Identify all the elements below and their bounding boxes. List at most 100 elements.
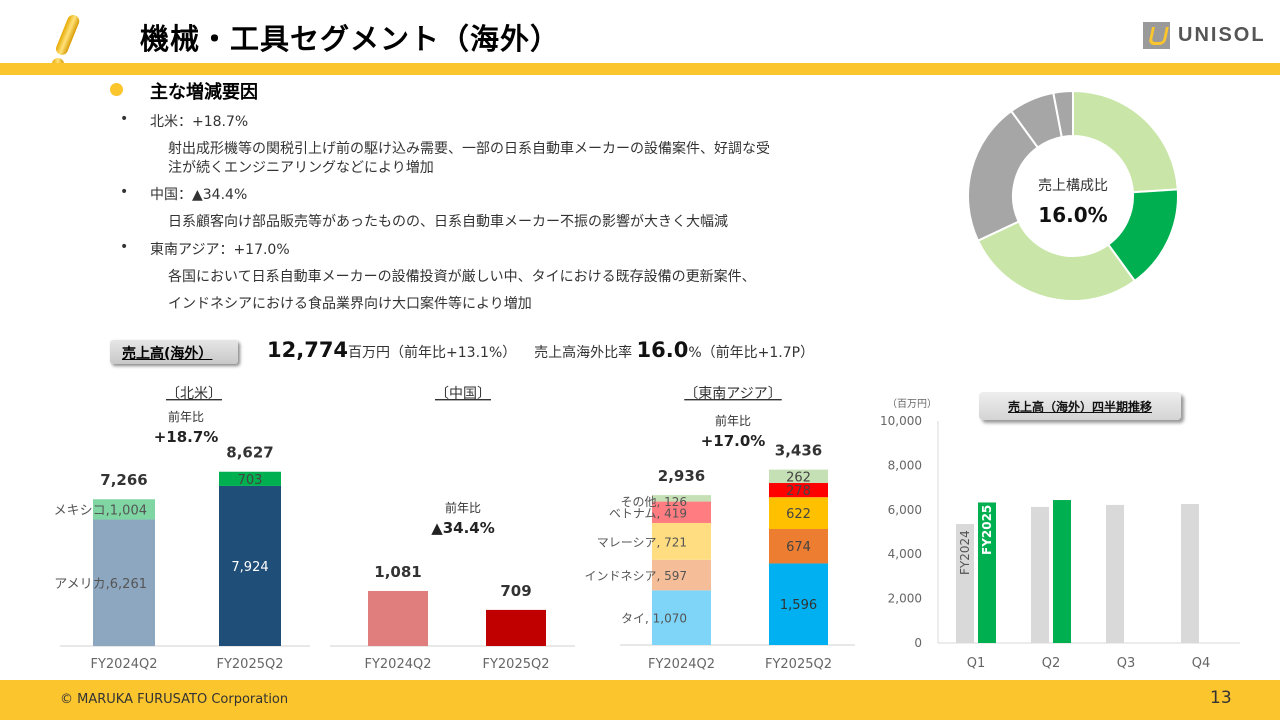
data-label: アメリカ,6,261 (54, 577, 147, 592)
x-tick-label: FY2025Q2 (765, 657, 832, 672)
x-tick-label: FY2024Q2 (90, 657, 157, 672)
y-tick-label: 6,000 (888, 503, 922, 517)
bar-segment (93, 519, 155, 646)
bar-segment (219, 485, 281, 646)
logo-mark-icon (1143, 22, 1170, 49)
factor-detail: インドネシアにおける食品業界向け大口案件等により増加 (168, 296, 532, 312)
bullet-icon: • (120, 111, 129, 127)
bar-total-label: 2,936 (658, 467, 705, 485)
factors-heading: 主な増減要因 (150, 82, 258, 103)
sales-summary: 12,774百万円（前年比+13.1%） 売上高海外比率 16.0%（前年比+1… (267, 338, 814, 362)
x-tick-label: Q1 (967, 656, 986, 671)
y-tick-label: 8,000 (888, 458, 922, 472)
bullet-dot-icon (110, 83, 123, 96)
data-label: ベトナム, 419 (609, 506, 687, 520)
bar (1053, 500, 1071, 643)
donut-center-label: 売上構成比 (1038, 178, 1108, 194)
data-label: 278 (786, 484, 811, 499)
y-tick-label: 2,000 (888, 592, 922, 606)
yoy-label: 前年比 (168, 409, 204, 424)
data-label: 674 (786, 540, 811, 555)
data-label: 1,596 (780, 598, 817, 613)
charts-canvas: 売上構成比16.0%〔北米〕FY2024Q2アメリカ,6,261メキシコ,1,0… (54, 89, 1240, 672)
donut-slice (1052, 89, 1074, 139)
x-tick-label: FY2024Q2 (648, 657, 715, 672)
page-title: 機械・工具セグメント（海外） (140, 22, 561, 56)
x-tick-label: FY2024Q2 (364, 657, 431, 672)
factor-detail: 日系顧客向け部品販売等があったものの、日系自動車メーカー不振の影響が大きく大幅減 (168, 214, 728, 230)
factor-detail: 注が続くエンジニアリングなどにより増加 (168, 160, 434, 176)
x-tick-label: Q4 (1192, 656, 1211, 671)
y-axis-unit: （百万円） (887, 398, 937, 410)
bar-segment (219, 471, 281, 486)
copyright: © MARUKA FURUSATO Corporation (60, 692, 289, 707)
bar-segment (652, 522, 711, 560)
yoy-value: +18.7% (154, 428, 219, 446)
bar-total-label: 8,627 (226, 444, 273, 462)
bar (486, 609, 546, 646)
data-label: インドネシア, 597 (584, 569, 687, 583)
y-tick-label: 0 (914, 636, 922, 650)
data-label: 703 (238, 473, 263, 488)
factor-label: 東南アジア：+17.0% (150, 242, 290, 258)
bar-segment (769, 497, 828, 530)
yoy-value: ▲34.4% (431, 519, 495, 537)
y-tick-label: 10,000 (880, 414, 922, 428)
bar (1031, 506, 1049, 643)
yoy-label: 前年比 (715, 413, 751, 428)
factor-detail: 射出成形機等の関税引上げ前の駆け込み需要、一部の日系自動車メーカーの設備案件、好… (168, 141, 770, 157)
footer-bar (0, 680, 1280, 720)
data-label: 7,924 (231, 560, 268, 575)
bar-segment (769, 469, 828, 484)
bar (368, 590, 428, 646)
bar-segment (769, 483, 828, 498)
bar-segment (769, 563, 828, 645)
region-title: 〔中国〕 (435, 386, 491, 402)
factor-label: 中国：▲34.4% (150, 187, 248, 203)
ratio-label: 売上高海外比率 (534, 345, 633, 361)
yoy-label: 前年比 (445, 500, 481, 515)
ratio-value: 16.0 (636, 338, 689, 362)
sales-label: 売上高(海外） (110, 340, 238, 364)
bar (978, 502, 996, 643)
data-label: メキシコ,1,004 (54, 503, 147, 518)
y-tick-label: 4,000 (888, 547, 922, 561)
bar-segment (652, 495, 711, 502)
series-label: FY2024 (958, 530, 972, 575)
bar-segment (652, 590, 711, 645)
bar-segment (652, 559, 711, 591)
x-tick-label: Q2 (1042, 656, 1061, 671)
bar (1181, 504, 1199, 643)
sales-yoy: （前年比+13.1%） (390, 345, 517, 361)
bar-segment (652, 501, 711, 523)
bullet-icon: • (120, 239, 129, 255)
ratio-unit: % (688, 345, 702, 361)
page-number: 13 (1210, 688, 1232, 708)
x-tick-label: FY2025Q2 (482, 657, 549, 672)
x-tick-label: Q3 (1117, 656, 1136, 671)
data-label: タイ, 1,070 (621, 612, 687, 626)
header-bar (0, 63, 1280, 75)
series-label: FY2025 (980, 505, 994, 555)
factor-label: 北米：+18.7% (150, 114, 249, 130)
x-tick-label: FY2025Q2 (216, 657, 283, 672)
sales-value: 12,774 (267, 338, 349, 362)
region-title: 〔北米〕 (166, 386, 222, 402)
bar-segment (769, 529, 828, 564)
logo-text: UNISOL (1178, 24, 1266, 46)
donut-center-value: 16.0% (1038, 203, 1107, 227)
data-label: 262 (786, 470, 811, 485)
donut-slice (976, 220, 1137, 302)
bar-segment (93, 499, 155, 520)
company-logo: UNISOL (1143, 22, 1266, 49)
bar-total-label: 7,266 (100, 471, 147, 489)
data-label: 622 (786, 507, 811, 522)
bullet-icon: • (120, 184, 129, 200)
yoy-value: +17.0% (701, 432, 766, 450)
data-label: マレーシア, 721 (597, 535, 687, 549)
bar (956, 524, 974, 643)
region-title: 〔東南アジア〕 (684, 386, 781, 402)
bar (1106, 504, 1124, 643)
quarterly-chart-title: 売上高（海外）四半期推移 (979, 392, 1181, 420)
sales-unit: 百万円 (348, 345, 391, 361)
